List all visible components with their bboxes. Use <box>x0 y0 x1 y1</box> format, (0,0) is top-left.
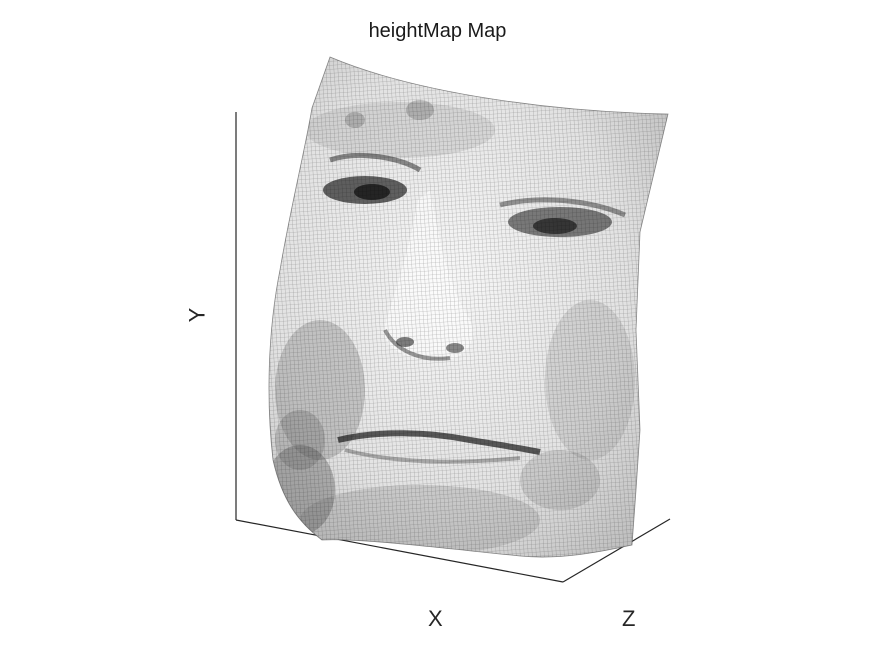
x-axis-label: X <box>428 606 443 631</box>
z-axis-line <box>562 518 671 583</box>
x-axis-line <box>235 519 564 583</box>
z-axis-label: Z <box>622 606 636 631</box>
y-axis-label: Y <box>184 307 210 323</box>
plot-title: heightMap Map <box>368 20 507 42</box>
axes-box <box>235 112 671 583</box>
height-map-surface <box>268 57 668 558</box>
